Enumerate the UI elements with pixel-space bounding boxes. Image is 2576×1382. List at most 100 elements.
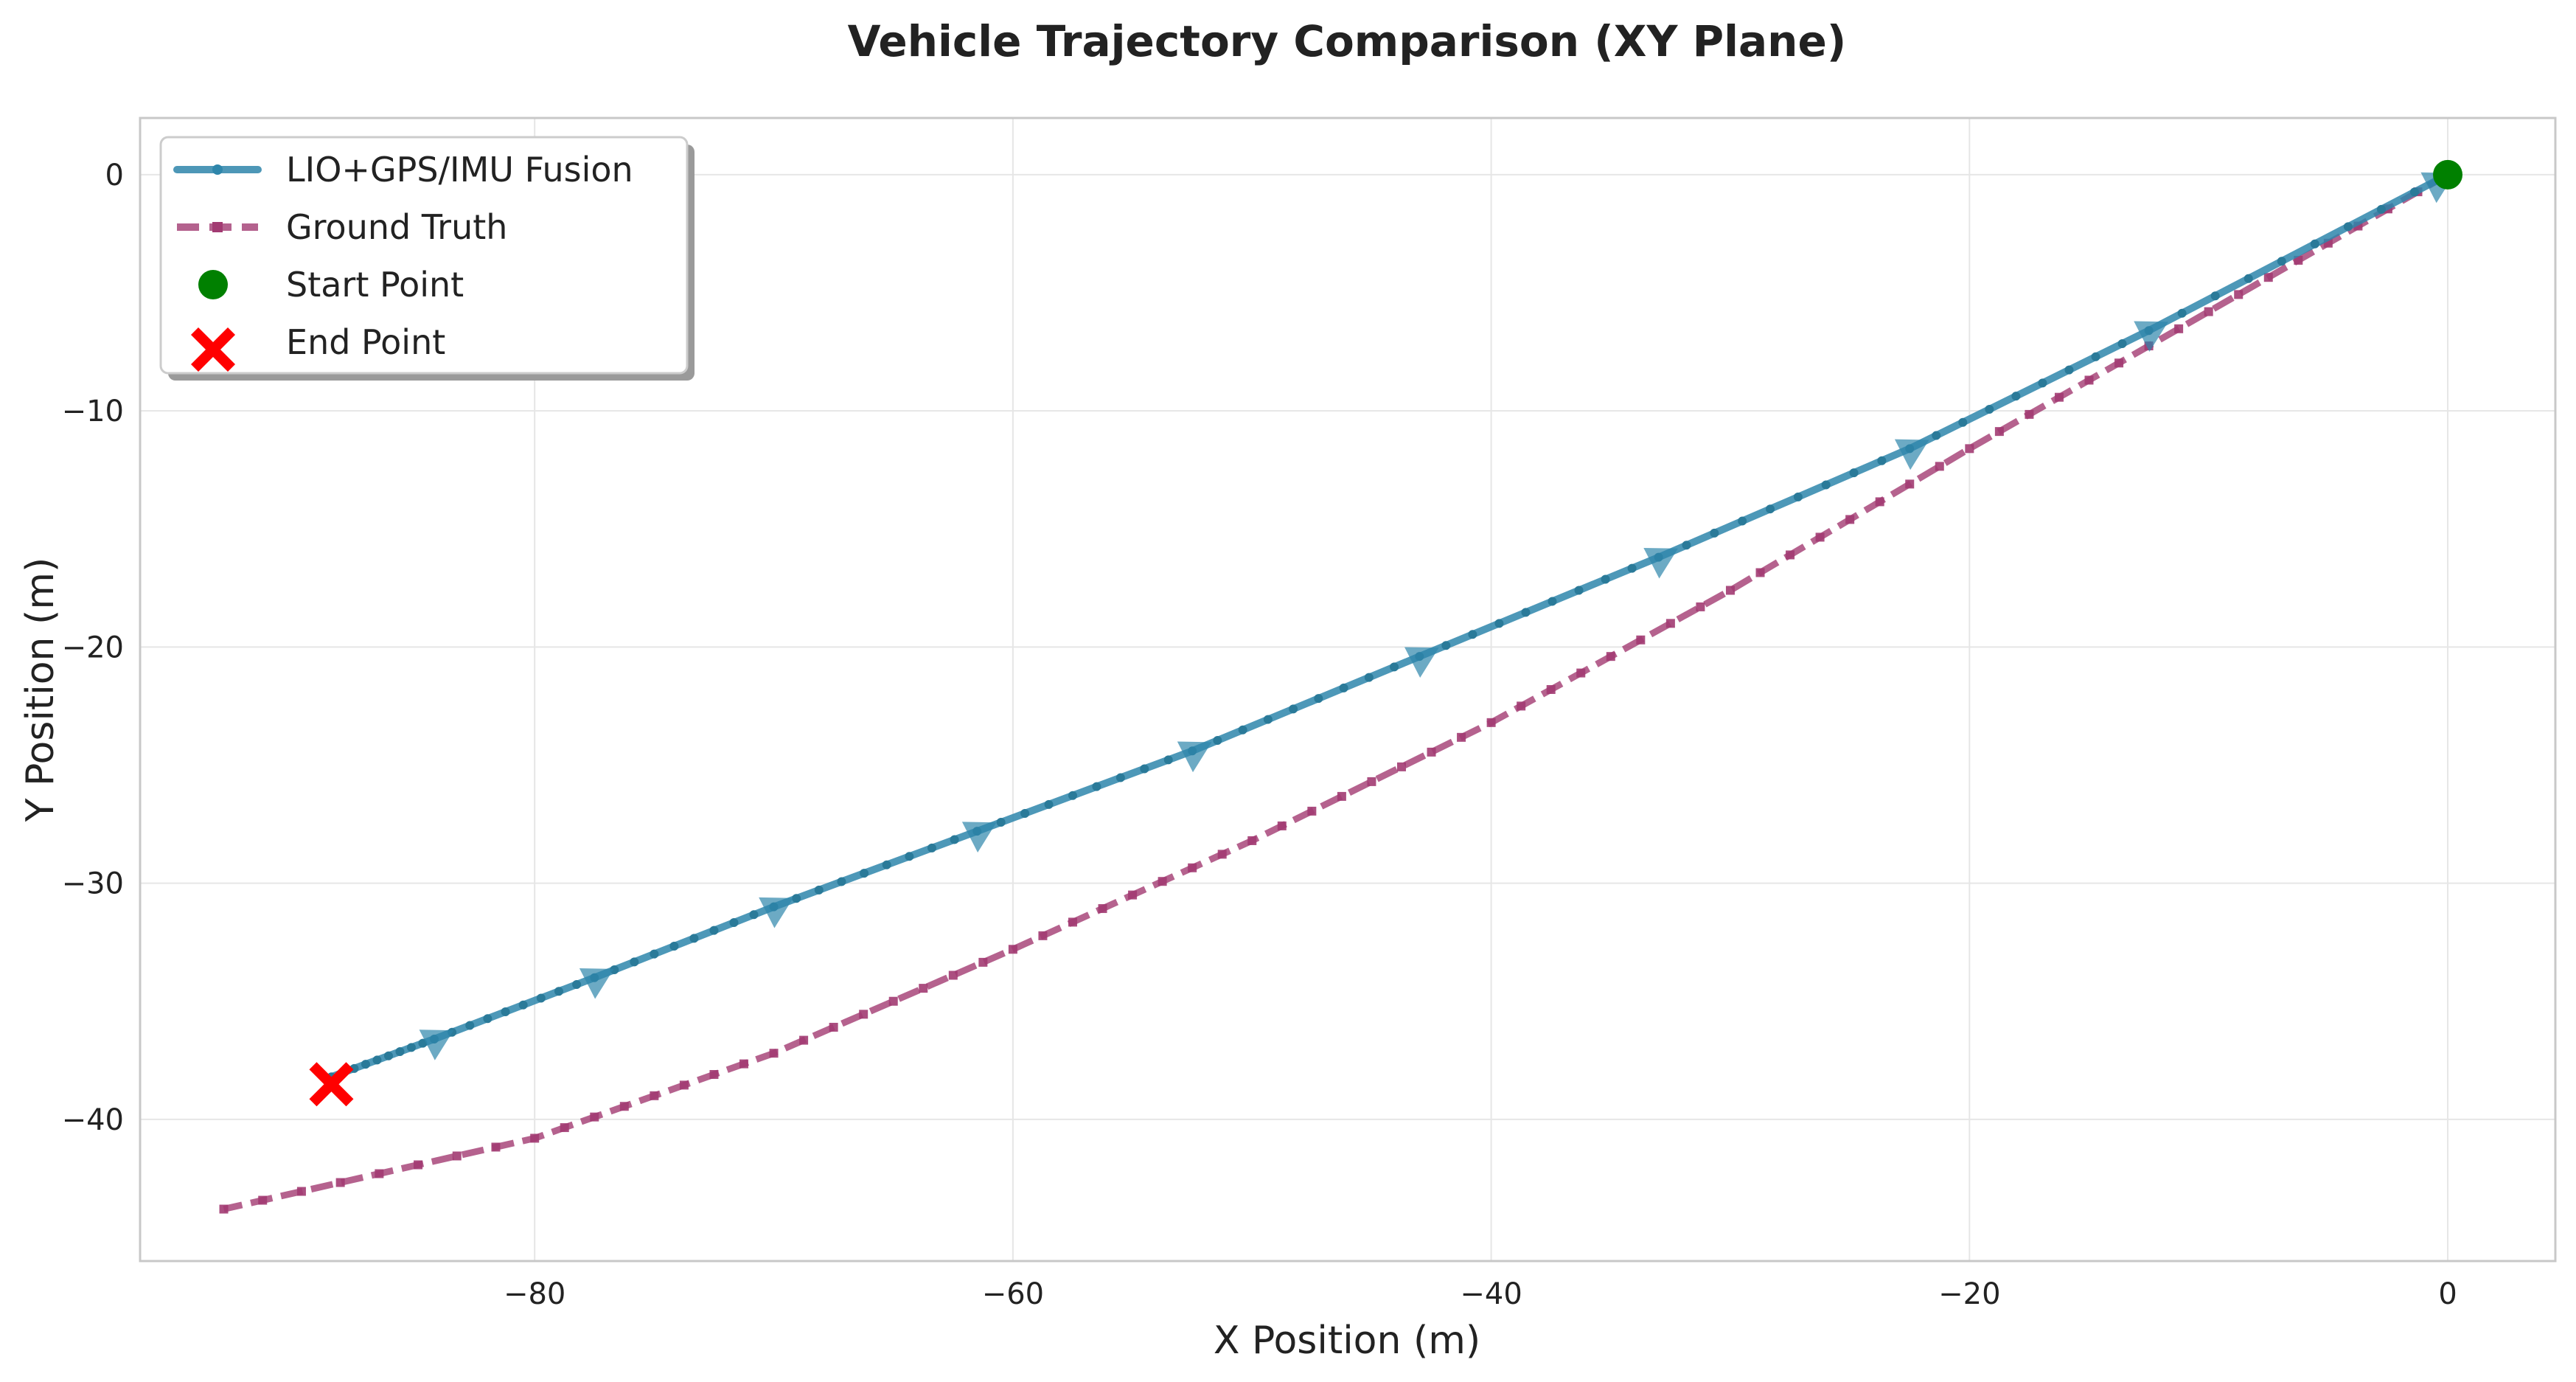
- fusion-point: [1339, 683, 1348, 692]
- fusion-point: [1766, 504, 1775, 514]
- fusion-point: [1364, 673, 1374, 682]
- x-tick-label: −40: [1460, 1277, 1522, 1311]
- legend-start-marker: [198, 270, 228, 299]
- ground-truth-point: [1935, 462, 1944, 471]
- ground-truth-point: [1786, 550, 1795, 560]
- ground-truth-point: [2114, 358, 2124, 368]
- fusion-point: [572, 979, 582, 989]
- fusion-point: [2064, 365, 2074, 375]
- fusion-point: [729, 917, 739, 927]
- fusion-point: [1092, 782, 1101, 791]
- ground-truth-point: [1396, 762, 1406, 771]
- fusion-point: [630, 957, 639, 967]
- ground-truth-point: [1606, 652, 1615, 662]
- ground-truth-point: [1486, 718, 1496, 727]
- fusion-point: [383, 1051, 393, 1060]
- ground-truth-point: [1636, 635, 1646, 645]
- start-point-marker: [2433, 159, 2463, 190]
- fusion-point: [2310, 239, 2319, 249]
- ground-truth-point: [1665, 619, 1675, 628]
- x-tick-label: −60: [982, 1277, 1044, 1311]
- fusion-point: [1468, 630, 1477, 639]
- fusion-point: [2243, 274, 2253, 283]
- fusion-point: [1115, 773, 1125, 782]
- fusion-point: [689, 934, 699, 943]
- legend-box: [159, 136, 689, 375]
- ground-truth-point: [919, 984, 928, 993]
- ground-truth-point: [2294, 255, 2303, 265]
- direction-marker: [579, 968, 614, 999]
- ground-truth-point: [859, 1010, 868, 1019]
- fusion-point: [1985, 404, 1994, 414]
- ground-truth-point: [1367, 777, 1376, 786]
- fusion-point: [2409, 187, 2419, 197]
- fusion-point: [1710, 528, 1719, 538]
- fusion-point: [2117, 339, 2127, 349]
- legend-fusion-label: LIO+GPS/IMU Fusion: [286, 150, 633, 190]
- ground-truth-point: [1875, 497, 1884, 507]
- ground-truth-point: [948, 970, 958, 980]
- direction-marker: [759, 897, 793, 928]
- y-tick-label: −40: [62, 1103, 124, 1137]
- ground-truth-point: [679, 1080, 689, 1090]
- ground-truth-point: [1845, 515, 1855, 524]
- direction-marker: [961, 822, 997, 853]
- legend-fusion-dot: [212, 164, 223, 175]
- fusion-point: [1163, 755, 1173, 765]
- x-axis-label: X Position (m): [1214, 1319, 1480, 1363]
- legend-end-label: End Point: [286, 322, 445, 362]
- fusion-point: [1521, 608, 1531, 617]
- fusion-point: [395, 1047, 405, 1057]
- fusion-point: [709, 926, 719, 935]
- ground-truth-point: [650, 1091, 659, 1100]
- fusion-point: [1213, 736, 1222, 746]
- fusion-point: [1932, 431, 1941, 440]
- ground-truth-point: [1965, 444, 1974, 454]
- fusion-point: [1738, 516, 1747, 526]
- plot-area: [139, 117, 2557, 1263]
- fusion-point: [418, 1038, 428, 1048]
- ground-truth-point: [1337, 791, 1346, 801]
- fusion-point: [1548, 597, 1557, 606]
- ground-truth-point: [1307, 806, 1317, 816]
- y-tick-label: −20: [62, 631, 124, 664]
- fusion-point: [882, 860, 891, 869]
- ground-truth-point: [1217, 850, 1227, 859]
- legend: LIO+GPS/IMU Fusion Ground Truth Start Po…: [159, 136, 695, 381]
- fusion-point: [1574, 586, 1584, 595]
- fusion-point: [1682, 541, 1691, 550]
- tick-labels: −80 −60 −40 −20 0 0 −10 −20 −30 −40: [62, 159, 2457, 1311]
- fusion-point: [905, 852, 914, 861]
- fusion-point: [536, 993, 546, 1003]
- ground-truth-point: [739, 1059, 748, 1069]
- fusion-point: [749, 910, 759, 920]
- ground-truth-point: [1696, 602, 1705, 611]
- fusion-point: [950, 835, 959, 844]
- ground-truth-point: [709, 1070, 719, 1080]
- marker-layer: [309, 159, 2463, 1107]
- y-tick-label: −10: [62, 395, 124, 428]
- fusion-point: [610, 965, 619, 975]
- ground-truth-point: [799, 1035, 809, 1045]
- y-axis-label: Y Position (m): [18, 558, 63, 823]
- fusion-point: [1044, 799, 1054, 809]
- ground-truth-point: [335, 1178, 345, 1187]
- ground-truth-point: [1905, 479, 1915, 489]
- ground-truth-point: [1546, 685, 1556, 694]
- fusion-point: [1390, 662, 1399, 672]
- fusion-point: [2177, 308, 2187, 318]
- ground-truth-point: [219, 1204, 229, 1214]
- fusion-point: [1140, 764, 1149, 774]
- fusion-point: [650, 949, 659, 959]
- fusion-point: [406, 1043, 416, 1052]
- fusion-point: [1849, 468, 1859, 478]
- fusion-point: [2210, 291, 2220, 301]
- ground-truth-point: [1247, 836, 1257, 845]
- fusion-point: [860, 869, 869, 878]
- ground-truth-point: [258, 1195, 268, 1205]
- fusion-point: [1020, 808, 1030, 818]
- direction-marker: [419, 1029, 454, 1060]
- ground-truth-point: [2204, 307, 2213, 316]
- ground-truth-point: [1128, 890, 1138, 900]
- direction-marker: [2134, 321, 2168, 353]
